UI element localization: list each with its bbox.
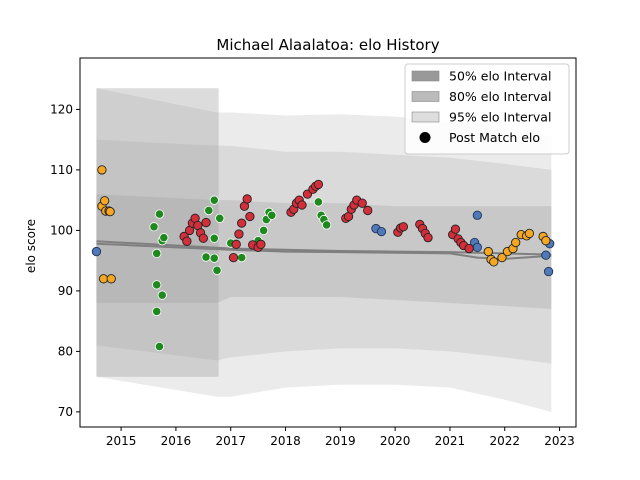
data-point-red-15 <box>245 211 255 222</box>
data-point-green-4 <box>154 209 165 219</box>
data-point-red-33 <box>357 198 367 208</box>
data-point-green-13 <box>209 253 219 263</box>
data-point-orange-7 <box>106 274 116 284</box>
data-point-red-8 <box>201 217 211 228</box>
data-point-orange-0 <box>97 165 107 175</box>
legend-label-2: 95% elo Interval <box>449 110 551 125</box>
data-point-orange-8 <box>483 246 493 257</box>
plot-area <box>91 88 555 412</box>
x-tick-label-4: 2019 <box>325 434 356 448</box>
data-point-red-23 <box>297 200 307 210</box>
y-tick-label-5: 120 <box>50 102 73 116</box>
data-point-green-8 <box>159 233 169 243</box>
data-point-orange-10 <box>489 257 499 267</box>
x-tick-label-2: 2017 <box>215 434 246 448</box>
data-point-green-17 <box>237 253 247 263</box>
data-point-red-41 <box>423 233 433 243</box>
data-point-green-11 <box>209 195 219 205</box>
data-point-red-9 <box>228 252 239 263</box>
data-point-red-10 <box>231 239 241 249</box>
x-tick-label-6: 2021 <box>435 434 466 448</box>
data-point-green-5 <box>154 341 165 352</box>
data-point-green-19 <box>259 225 269 236</box>
data-point-red-7 <box>198 233 208 243</box>
data-point-blue-3 <box>472 210 482 220</box>
data-point-red-1 <box>182 236 192 246</box>
y-tick-label-4: 110 <box>50 163 73 177</box>
legend-label-1: 80% elo Interval <box>449 89 551 104</box>
x-tick-label-7: 2022 <box>489 434 520 448</box>
data-point-blue-6 <box>541 250 551 260</box>
data-point-blue-0 <box>91 246 102 257</box>
x-tick-label-1: 2016 <box>161 434 192 448</box>
data-point-green-9 <box>201 252 211 262</box>
data-point-orange-11 <box>497 252 507 263</box>
y-tick-label-2: 90 <box>58 284 73 298</box>
y-tick-label-3: 100 <box>50 223 73 237</box>
data-point-red-12 <box>237 218 247 228</box>
legend-swatch-1 <box>411 91 440 102</box>
data-point-blue-2 <box>376 226 387 237</box>
legend: 50% elo Interval 80% elo Interval 95% elo … <box>404 63 570 155</box>
data-point-green-15 <box>215 213 225 223</box>
data-point-orange-19 <box>541 236 551 246</box>
x-tick-label-3: 2018 <box>270 434 301 448</box>
data-point-green-2 <box>152 280 162 290</box>
data-point-green-10 <box>204 205 214 216</box>
data-point-green-6 <box>157 290 167 300</box>
data-point-red-34 <box>363 205 373 216</box>
data-point-red-11 <box>234 229 244 239</box>
x-tick-label-0: 2015 <box>106 434 137 448</box>
data-point-green-3 <box>152 306 162 317</box>
axes: 2015 2016 2017 2018 2019 2020 2021 2022 2023 70 80… <box>50 57 577 448</box>
data-point-red-47 <box>464 243 474 254</box>
data-point-green-14 <box>212 265 222 275</box>
data-point-orange-6 <box>98 274 109 284</box>
data-point-blue-7 <box>543 266 554 277</box>
x-tick-label-8: 2023 <box>544 434 575 448</box>
legend-label-3: Post Match elo <box>449 130 540 145</box>
data-point-green-1 <box>152 248 162 258</box>
data-point-red-43 <box>450 224 461 234</box>
data-point-green-22 <box>267 210 277 220</box>
legend-label-0: 50% elo Interval <box>449 69 551 84</box>
data-point-blue-5 <box>472 242 482 252</box>
data-point-orange-17 <box>524 228 535 239</box>
legend-box <box>404 63 570 155</box>
data-point-green-26 <box>322 220 332 230</box>
data-point-red-27 <box>313 179 324 190</box>
data-point-orange-5 <box>105 206 115 217</box>
data-point-red-18 <box>256 239 266 249</box>
data-point-orange-14 <box>511 237 521 248</box>
data-point-green-23 <box>313 197 324 207</box>
legend-swatch-0 <box>411 70 440 82</box>
data-point-green-0 <box>149 222 159 232</box>
y-axis-label: elo score <box>24 219 38 273</box>
data-point-red-37 <box>398 222 409 232</box>
chart-title: Michael Alaalatoa: elo History <box>216 36 439 54</box>
legend-marker-3 <box>419 132 431 143</box>
data-point-red-14 <box>242 194 252 204</box>
plot-frame <box>79 57 577 428</box>
data-point-orange-2 <box>100 196 110 206</box>
legend-swatch-2 <box>411 111 440 123</box>
x-tick-label-5: 2020 <box>380 434 411 448</box>
data-point-green-12 <box>209 233 219 243</box>
y-tick-label-0: 70 <box>58 405 73 419</box>
y-tick-label-1: 80 <box>58 344 73 358</box>
